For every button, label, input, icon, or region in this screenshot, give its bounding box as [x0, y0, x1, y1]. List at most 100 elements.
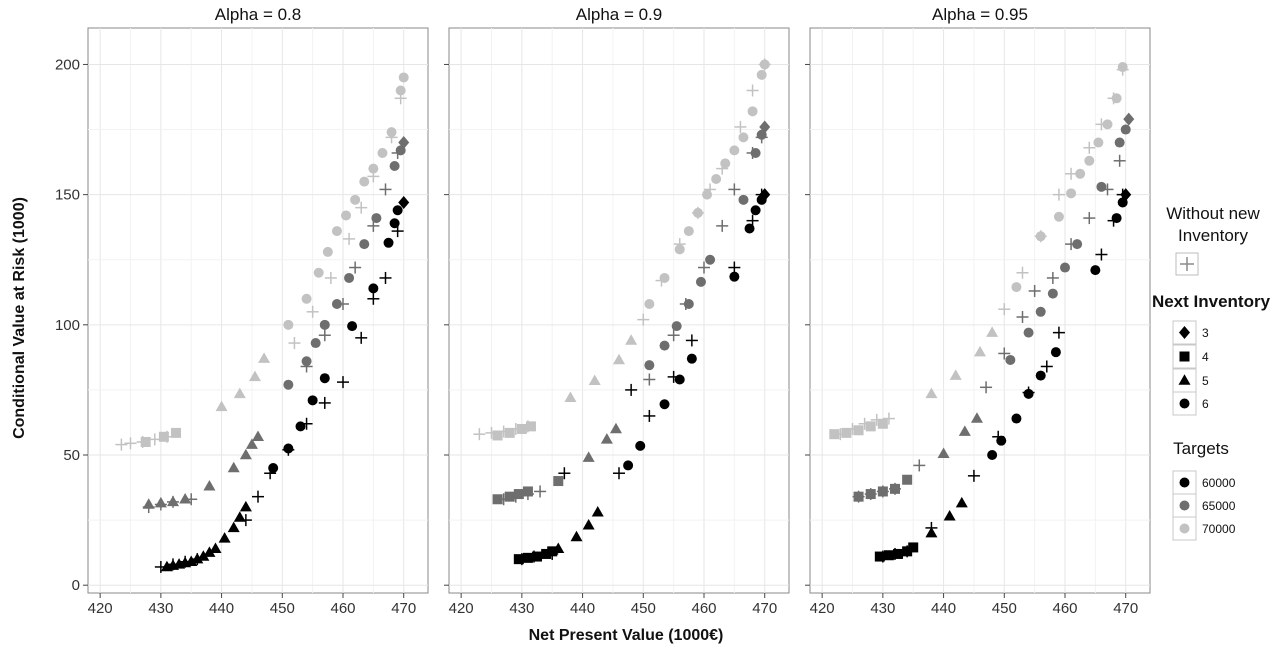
diamond-point — [398, 136, 410, 150]
square-point — [874, 551, 885, 562]
circle-point — [729, 145, 740, 156]
triangle-point — [245, 438, 258, 449]
circle-point — [341, 210, 352, 221]
x-tick-label: 450 — [270, 600, 295, 617]
circle-point — [331, 226, 342, 237]
plus-point — [643, 409, 656, 422]
plus-point — [367, 292, 380, 305]
circle-point — [759, 59, 770, 70]
square-point — [140, 436, 151, 447]
triangle-point — [943, 509, 956, 521]
plus-point — [1052, 326, 1065, 339]
triangle-point — [233, 387, 246, 399]
legend-target-label: 60000 — [1202, 476, 1236, 490]
circle-point — [729, 271, 740, 282]
x-tick-label: 430 — [870, 600, 895, 617]
square-point — [513, 489, 524, 500]
circle-point — [750, 147, 761, 158]
legend-diamond-key — [1179, 326, 1190, 339]
circle-point — [996, 435, 1007, 446]
circle-point — [283, 319, 294, 330]
circle-point — [659, 399, 670, 410]
plus-point — [1065, 167, 1078, 180]
x-tick-label: 450 — [631, 600, 656, 617]
plus-point — [343, 232, 356, 245]
triangle-point — [248, 370, 261, 382]
square-point — [865, 489, 876, 500]
triangle-point — [564, 391, 577, 402]
plus-point — [318, 396, 331, 409]
triangle-point — [218, 532, 231, 543]
triangle-point — [925, 526, 938, 538]
triangle-point — [600, 433, 613, 444]
square-point — [158, 431, 169, 442]
circle-point — [389, 218, 400, 229]
circle-point — [301, 356, 312, 367]
triangle-point — [239, 448, 252, 460]
triangle-point — [986, 326, 999, 337]
circle-point — [1023, 388, 1034, 399]
circle-point — [295, 421, 306, 432]
triangle-point — [167, 495, 179, 507]
circle-point — [319, 373, 330, 384]
triangle-point — [203, 546, 216, 557]
square-point — [908, 542, 919, 553]
circle-point — [310, 338, 321, 349]
plus-point — [625, 383, 638, 396]
circle-point — [659, 340, 670, 351]
triangle-point — [625, 334, 638, 345]
circle-point — [313, 267, 324, 278]
plus-point — [613, 467, 625, 480]
legend-inventory-label: 6 — [1202, 397, 1209, 411]
y-tick-label: 200 — [55, 56, 80, 73]
circle-point — [1060, 262, 1070, 273]
panel-title: Alpha = 0.9 — [576, 5, 663, 24]
circle-point — [371, 213, 382, 224]
plus-point — [558, 467, 571, 480]
triangle-point — [974, 345, 986, 357]
plus-point — [643, 373, 656, 386]
triangle-point — [215, 400, 228, 412]
circle-point — [1096, 181, 1107, 192]
legend-triangle-key — [1178, 374, 1191, 385]
circle-point — [674, 244, 685, 255]
square-point — [553, 476, 564, 487]
plus-point — [1095, 248, 1108, 261]
circle-point — [307, 395, 318, 406]
panel-frame — [87, 27, 429, 594]
plus-point — [998, 303, 1011, 316]
plus-point — [349, 261, 362, 274]
x-tick-label: 420 — [810, 600, 835, 617]
plus-point — [337, 376, 349, 389]
triangle-point — [179, 493, 192, 504]
legend-target-label: 65000 — [1202, 499, 1236, 513]
circle-point — [1102, 119, 1113, 130]
circle-point — [377, 147, 388, 158]
circle-point — [344, 272, 355, 283]
plus-point — [1052, 188, 1065, 201]
panel-title: Alpha = 0.95 — [932, 5, 1028, 24]
square-point — [532, 551, 543, 562]
legend-keys: 3 4 5 6 60000 65000 70000 — [1172, 252, 1236, 541]
circle-point — [623, 460, 634, 471]
circle-point — [1066, 188, 1077, 199]
square-point — [504, 427, 515, 438]
circle-point — [347, 321, 358, 332]
circle-point — [738, 132, 749, 143]
diamond-point — [398, 195, 410, 209]
plus-point — [379, 271, 392, 284]
triangle-point — [154, 496, 167, 508]
circle-point — [1005, 354, 1016, 365]
square-point — [492, 430, 503, 441]
square-point — [883, 550, 894, 561]
diamond-point — [759, 188, 771, 202]
circle-point — [283, 379, 294, 390]
triangle-point — [958, 425, 971, 436]
plus-point — [306, 305, 319, 318]
circle-point — [1047, 288, 1058, 299]
circle-point — [398, 72, 409, 83]
x-tick-label: 430 — [148, 600, 173, 617]
square-point — [829, 429, 840, 440]
circle-point — [644, 298, 655, 309]
circle-point — [683, 226, 694, 237]
